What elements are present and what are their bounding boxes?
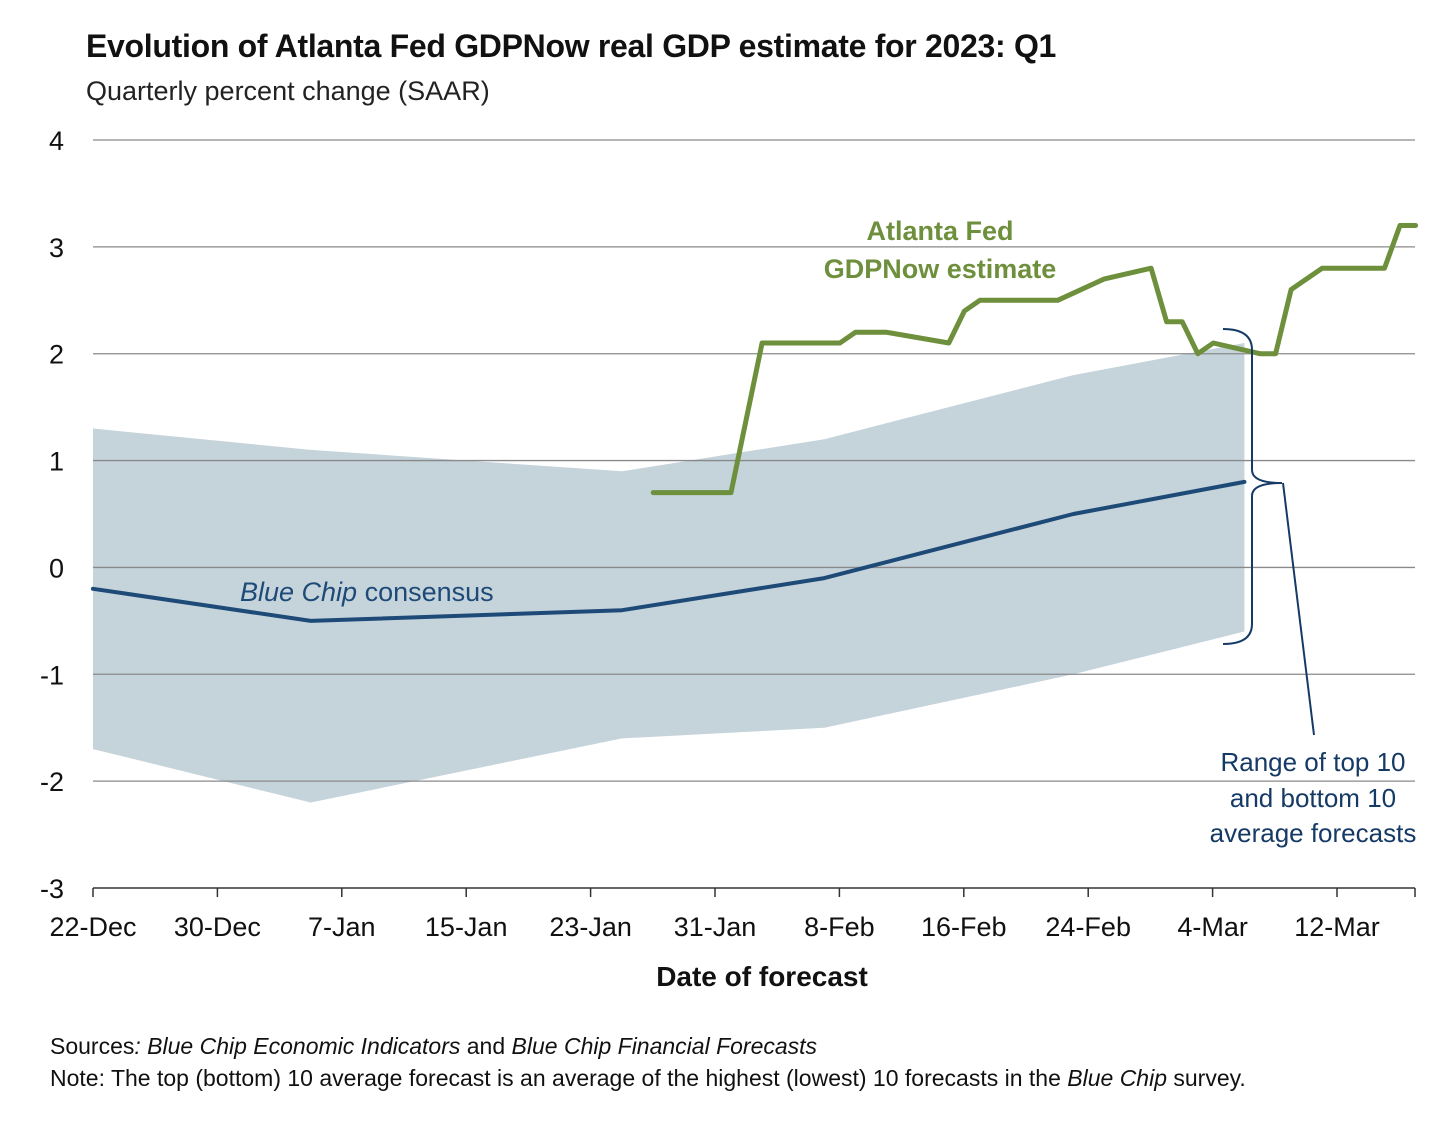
sources-label: Sources [50,1033,135,1059]
x-tick-label: 23-Jan [549,912,632,942]
note-label: Note [50,1065,99,1091]
bluechip-label-rest: consensus [357,577,494,607]
y-tick-label: 1 [49,447,64,477]
source-1: Blue Chip Economic Indicators [147,1033,461,1059]
y-tick-label: -1 [40,660,64,690]
note-text-2: survey. [1167,1065,1246,1091]
y-axis-ticks: 4 3 2 1 0 -1 -2 -3 [40,126,64,904]
note-italic: Blue Chip [1067,1065,1167,1091]
footer: Sources: Blue Chip Economic Indicators a… [50,1030,1246,1094]
bluechip-label: Blue Chip consensus [240,577,494,607]
y-tick-label: 2 [49,340,64,370]
range-band-layer [93,343,1245,803]
range-label-line1: Range of top 10 [1220,747,1405,777]
gridlines [93,139,1415,782]
note-line: Note: The top (bottom) 10 average foreca… [50,1062,1246,1094]
y-tick-label: 4 [49,126,64,156]
range-pointer-line [1282,482,1315,736]
y-tick-label: -2 [40,767,64,797]
range-label-line3: average forecasts [1210,818,1417,848]
range-bracket-shape [1222,328,1283,645]
x-tick-label: 30-Dec [174,912,261,942]
gdpnow-series-line [650,223,1419,496]
chart-subtitle: Quarterly percent change (SAAR) [86,76,490,106]
x-tick-label: 8-Feb [804,912,875,942]
sources-colon: : [134,1033,148,1059]
x-tick-label: 24-Feb [1045,912,1131,942]
gdpnow-label-line2: GDPNow estimate [824,254,1057,284]
range-label-line2: and bottom 10 [1230,783,1396,813]
y-tick-label: 0 [49,553,64,583]
bluechip-label-italic: Blue Chip [240,577,357,607]
x-tick-label: 4-Mar [1177,912,1248,942]
gdpnow-label-line1: Atlanta Fed [866,216,1013,246]
x-tick-label: 7-Jan [308,912,376,942]
x-tick-label: 15-Jan [425,912,508,942]
y-tick-label: 3 [49,233,64,263]
sources-line: Sources: Blue Chip Economic Indicators a… [50,1030,1246,1062]
x-axis-label: Date of forecast [656,961,868,992]
y-tick-label: -3 [40,874,64,904]
x-tick-label: 31-Jan [674,912,757,942]
x-axis: 22-Dec 30-Dec 7-Jan 15-Jan 23-Jan 31-Jan 8-Feb… [49,887,1416,942]
x-tick-label: 16-Feb [921,912,1007,942]
sources-and: and [460,1033,512,1059]
bluechip-series-line [91,479,1247,623]
source-2: Blue Chip Financial Forecasts [511,1033,818,1059]
x-tick-label: 22-Dec [49,912,136,942]
note-text-1: : The top (bottom) 10 average forecast i… [98,1065,1068,1091]
x-tick-label: 12-Mar [1294,912,1380,942]
range-band [93,343,1245,803]
range-bracket [1222,328,1315,736]
chart-title: Evolution of Atlanta Fed GDPNow real GDP… [86,28,1057,64]
series-layer [91,223,1419,623]
